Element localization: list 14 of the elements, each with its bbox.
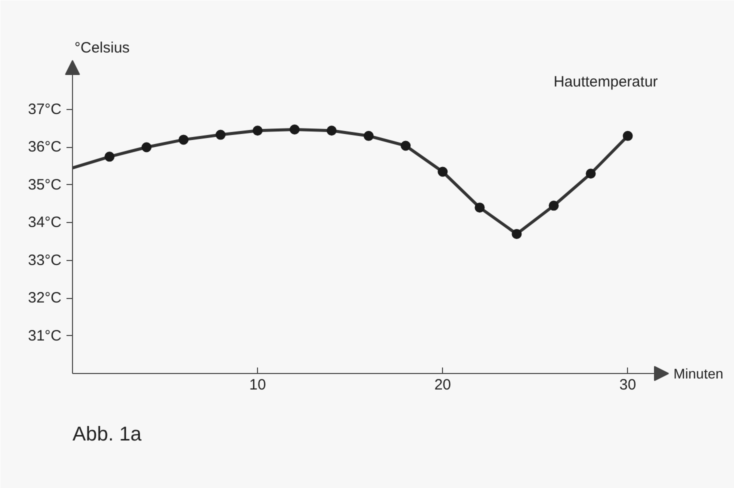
- y-tick-label: 35°C: [28, 176, 62, 194]
- x-tick-label: 20: [434, 376, 452, 394]
- caption: Abb. 1a: [72, 424, 142, 446]
- y-tick-label: 32°C: [28, 290, 62, 307]
- y-tick-label: 37°C: [28, 101, 62, 118]
- y-tick-label: 33°C: [28, 252, 62, 269]
- text: Hauttemperatur: [554, 74, 658, 91]
- y-tick-label: 31°C: [28, 327, 62, 344]
- y-axis-title: °Celsius: [74, 40, 130, 56]
- x-tick-label: 10: [249, 376, 266, 394]
- y-tick-label: 36°C: [28, 138, 62, 156]
- x-tick-label: 30: [619, 376, 636, 394]
- y-tick-label: 34°C: [28, 214, 62, 232]
- x-axis-title: Minuten: [674, 366, 724, 382]
